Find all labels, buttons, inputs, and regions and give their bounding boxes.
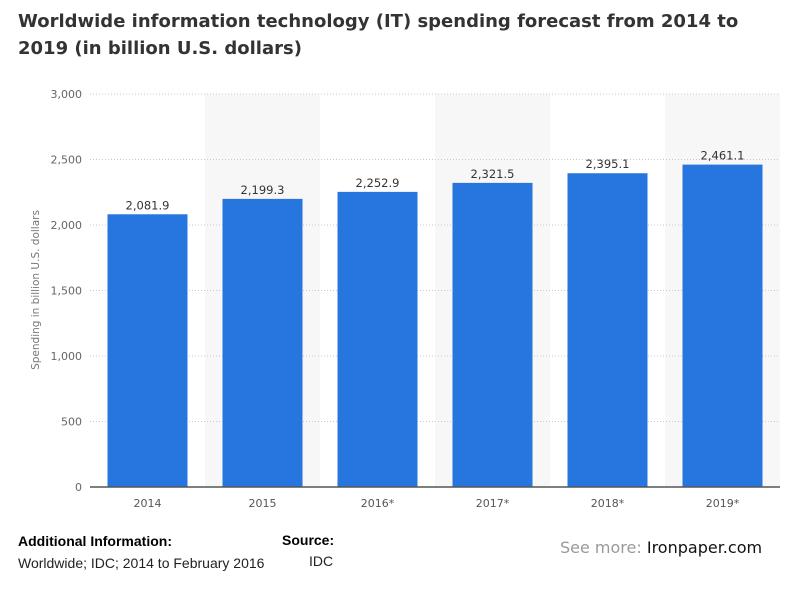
data-label: 2,321.5 [471,167,515,181]
y-tick-label: 3,000 [51,88,83,101]
y-tick-label: 2,000 [51,219,83,232]
x-tick-label: 2017* [476,497,510,510]
source-heading: Source: [282,532,335,548]
bar [337,191,418,487]
see-more-link[interactable]: See more: Ironpaper.com [560,538,762,557]
data-label: 2,252.9 [356,176,400,190]
y-tick-label: 1,500 [51,285,83,298]
data-label: 2,081.9 [126,198,170,212]
see-more-label: See more: [560,538,642,557]
bar [222,198,303,487]
data-label: 2,199.3 [241,183,285,197]
data-label: 2,395.1 [586,157,630,171]
x-tick-label: 2019* [706,497,740,510]
y-tick-label: 1,000 [51,350,83,363]
bar-chart: 0 500 1,000 1,500 2,000 2,500 3,000 2,081.9 2014… [30,88,780,510]
bar [452,182,533,488]
x-tick-label: 2018* [591,497,625,510]
y-axis-label: Spending in billion U.S. dollars [30,210,42,370]
x-tick-label: 2014 [134,497,162,510]
bar [567,173,648,488]
source-text: IDC [309,553,334,569]
y-tick-label: 2,500 [51,154,83,167]
bar [107,214,188,487]
y-tick-label: 500 [61,416,82,429]
bar [682,164,763,488]
x-tick-label: 2015 [249,497,277,510]
additional-info-text: Worldwide; IDC; 2014 to February 2016 [18,555,265,571]
y-tick-label: 0 [75,481,82,494]
data-label: 2,461.1 [701,149,745,163]
additional-info-heading: Additional Information: [18,533,172,549]
chart-title: Worldwide information technology (IT) sp… [18,11,739,59]
x-tick-label: 2016* [361,497,395,510]
see-more-site[interactable]: Ironpaper.com [646,538,763,557]
